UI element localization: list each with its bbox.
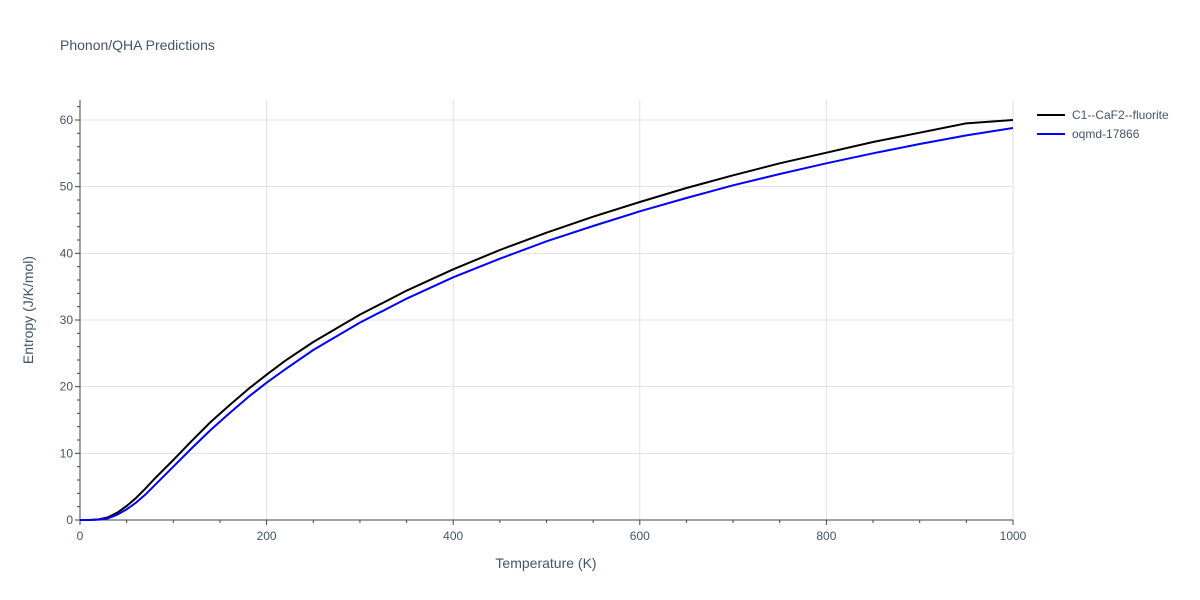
- grid: [80, 100, 1014, 520]
- x-tick-label: 800: [816, 529, 836, 543]
- x-tick-label: 0: [77, 529, 84, 543]
- axes: 0 200 400 600 800 1000 0 10 20 30 40 50 60: [60, 100, 1027, 543]
- x-tick-label: 400: [443, 529, 463, 543]
- legend-label: oqmd-17866: [1072, 127, 1140, 141]
- y-tick-label: 0: [66, 513, 73, 527]
- y-tick-label: 60: [60, 113, 74, 127]
- y-tick-label: 50: [60, 180, 74, 194]
- legend: C1--CaF2--fluorite oqmd-17866: [1037, 108, 1169, 141]
- x-tick-label: 200: [257, 529, 277, 543]
- x-axis-title: Temperature (K): [495, 555, 596, 571]
- chart-title: Phonon/QHA Predictions: [60, 37, 215, 53]
- legend-item[interactable]: oqmd-17866: [1037, 127, 1140, 141]
- x-tick-label: 600: [630, 529, 650, 543]
- x-tick-label: 1000: [1000, 529, 1027, 543]
- y-axis-title: Entropy (J/K/mol): [20, 256, 36, 364]
- series-line-1: [80, 127, 1014, 521]
- legend-label: C1--CaF2--fluorite: [1072, 108, 1169, 122]
- y-tick-label: 10: [60, 446, 74, 460]
- series-line-0: [80, 119, 1014, 521]
- series: [80, 119, 1014, 521]
- y-tick-label: 20: [60, 380, 74, 394]
- y-tick-label: 30: [60, 313, 74, 327]
- y-tick-label: 40: [60, 246, 74, 260]
- legend-item[interactable]: C1--CaF2--fluorite: [1037, 108, 1169, 122]
